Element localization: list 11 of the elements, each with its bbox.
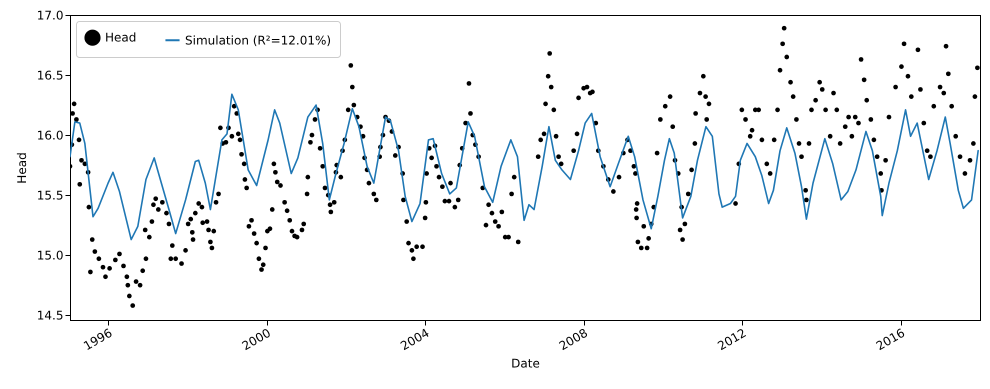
y-tick-label: 15.5 bbox=[36, 188, 64, 203]
y-tick-label: 16.5 bbox=[36, 68, 64, 83]
legend-label: Simulation (R²=12.01%) bbox=[185, 33, 332, 48]
y-tick-label: 14.5 bbox=[36, 308, 64, 323]
y-tick-label: 16.0 bbox=[36, 128, 64, 143]
line-series bbox=[70, 93, 979, 240]
x-axis-title: Date bbox=[511, 356, 540, 370]
y-axis-title: Head bbox=[14, 152, 29, 184]
legend-label: Head bbox=[105, 30, 136, 45]
y-tick-label: 17.0 bbox=[36, 8, 64, 22]
y-tick-label: 15.0 bbox=[36, 248, 64, 263]
